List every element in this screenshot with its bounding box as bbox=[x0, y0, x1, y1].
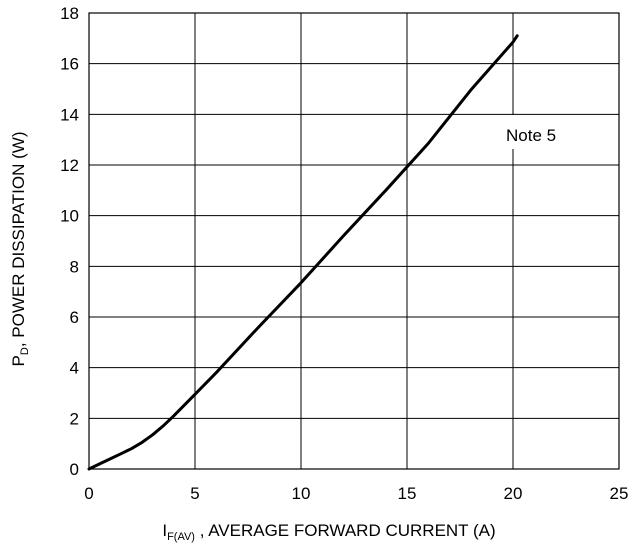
power-dissipation-curve bbox=[87, 34, 519, 471]
y-axis-label: PD, POWER DISSIPATION (W) bbox=[9, 132, 31, 367]
x-tick-label-15: 15 bbox=[398, 484, 417, 503]
x-tick-label-5: 5 bbox=[190, 484, 199, 503]
y-tick-label-0: 0 bbox=[70, 460, 79, 479]
y-tick-label-4: 4 bbox=[70, 359, 79, 378]
grid-lines bbox=[88, 12, 620, 470]
y-tick-label-14: 14 bbox=[60, 105, 79, 124]
x-tick-label-10: 10 bbox=[292, 484, 311, 503]
x-tick-label-25: 25 bbox=[610, 484, 629, 503]
y-tick-label-16: 16 bbox=[60, 55, 79, 74]
x-tick-label-0: 0 bbox=[84, 484, 93, 503]
y-tick-label-6: 6 bbox=[70, 308, 79, 327]
x-tick-labels: 0 5 10 15 20 25 bbox=[84, 484, 628, 503]
y-tick-label-12: 12 bbox=[60, 156, 79, 175]
y-tick-label-18: 18 bbox=[60, 4, 79, 23]
plot-area bbox=[88, 12, 620, 470]
x-tick-label-20: 20 bbox=[504, 484, 523, 503]
y-tick-label-8: 8 bbox=[70, 257, 79, 276]
x-axis-label: IF(AV) , AVERAGE FORWARD CURRENT (A) bbox=[162, 521, 495, 543]
y-tick-label-2: 2 bbox=[70, 409, 79, 428]
y-tick-label-10: 10 bbox=[60, 207, 79, 226]
annotation-background bbox=[498, 115, 578, 149]
y-tick-labels: 0 2 4 6 8 10 12 14 16 18 bbox=[60, 4, 79, 479]
annotation-note: Note 5 bbox=[506, 126, 556, 145]
